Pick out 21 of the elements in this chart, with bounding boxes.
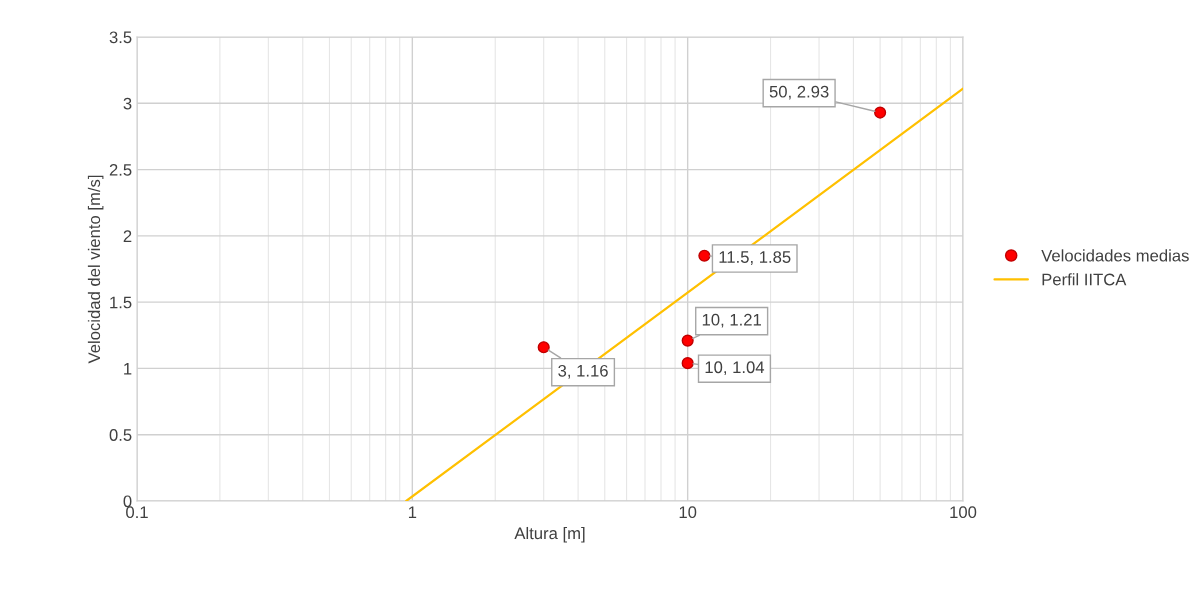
legend-label: Velocidades medias: [1041, 249, 1189, 262]
y-tick-label: 3.5: [109, 31, 132, 44]
data-label: 50, 2.93: [769, 85, 829, 100]
x-tick-label: 0.1: [126, 506, 148, 519]
x-tick-label: 1: [408, 506, 417, 518]
data-label: 10, 1.21: [702, 313, 761, 328]
y-tick-label: 1.5: [110, 296, 132, 309]
y-tick-label: 2.5: [109, 163, 132, 176]
y-tick-label: 0: [123, 495, 132, 508]
y-tick-label: 3: [123, 97, 132, 110]
data-label: 10, 1.04: [705, 361, 765, 376]
y-tick-label: 2: [123, 230, 132, 242]
data-label: 11.5, 1.85: [719, 251, 791, 265]
data-label: 3, 1.16: [558, 364, 608, 379]
x-tick-label: 10: [679, 506, 697, 519]
x-tick-label: 100: [950, 506, 977, 519]
y-tick-label: 1: [124, 363, 132, 375]
legend-label: Perfil IITCA: [1042, 273, 1127, 286]
x-axis-title: Altura [m]: [514, 526, 585, 543]
y-axis-title: Velocidad del viento [m/s]: [87, 175, 104, 364]
y-tick-label: 0.5: [109, 429, 132, 441]
